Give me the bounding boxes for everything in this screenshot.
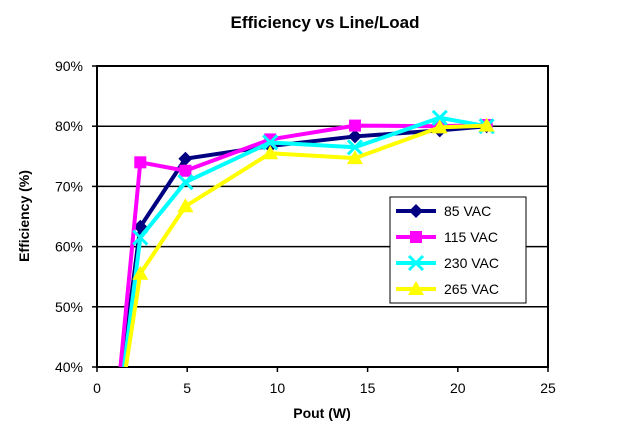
y-tick-label-5: 90% (55, 58, 83, 74)
data-point-2-2 (177, 174, 194, 191)
data-point-3-4 (346, 150, 363, 165)
legend-marker-2-b (407, 254, 425, 272)
axis-ticks: 40% 50% 60% 70% 80% 90% 0 5 10 15 20 25 (55, 58, 556, 396)
x-tick-label-1: 5 (183, 380, 191, 396)
data-point-3-1 (132, 265, 149, 280)
data-point-2-4-b (346, 139, 364, 156)
data-point-3-6 (478, 117, 495, 132)
chart-title: Efficiency vs Line/Load (231, 13, 420, 32)
y-tick-label-0: 40% (55, 359, 83, 375)
y-tick-label-4: 80% (55, 118, 83, 134)
legend-box (389, 196, 527, 304)
data-point-1-2 (179, 164, 192, 177)
legend-marker-0 (409, 204, 423, 218)
series-lines (118, 109, 495, 367)
legend-marker-3 (408, 281, 424, 295)
y-tick-label-3: 70% (55, 178, 83, 194)
y-tick-label-2: 60% (55, 239, 83, 255)
legend-marker-1 (410, 231, 422, 243)
x-tick-label-2: 10 (270, 380, 286, 396)
data-point-2-1-b (132, 229, 149, 246)
legend-label-1: 115 VAC (444, 229, 498, 245)
legend-marker-2 (407, 254, 425, 272)
data-point-2-3-b (262, 134, 279, 151)
legend-label-3: 265 VAC (444, 281, 499, 297)
data-point-1-1 (134, 156, 147, 169)
data-point-0-4 (347, 129, 362, 144)
data-point-0-2 (178, 151, 193, 166)
data-point-3-3 (262, 145, 279, 160)
data-point-2-5 (431, 109, 448, 126)
y-tick-label-1: 50% (55, 299, 83, 315)
data-point-2-3 (262, 134, 279, 151)
x-tick-label-0: 0 (93, 380, 101, 396)
x-tick-label-5: 25 (540, 380, 556, 396)
data-point-3-5 (431, 119, 448, 134)
x-axis-label: Pout (W) (293, 405, 351, 421)
data-point-1-4 (348, 119, 361, 132)
data-point-2-1 (132, 229, 149, 246)
series-3 (123, 117, 495, 367)
x-tick-label-3: 15 (360, 380, 376, 396)
data-point-2-2-b (177, 174, 194, 191)
data-point-2-5-b (431, 109, 448, 126)
legend: 85 VAC 115 VAC 230 VAC 265 VAC (389, 196, 527, 304)
legend-label-0: 85 VAC (444, 203, 491, 219)
data-point-2-4 (346, 139, 364, 156)
data-point-3-2 (177, 198, 194, 213)
series-2 (122, 109, 495, 367)
plot-area-frame (96, 65, 549, 368)
x-tick-label-4: 20 (450, 380, 466, 396)
legend-label-2: 230 VAC (444, 255, 499, 271)
y-axis-label: Efficiency (%) (16, 170, 32, 262)
